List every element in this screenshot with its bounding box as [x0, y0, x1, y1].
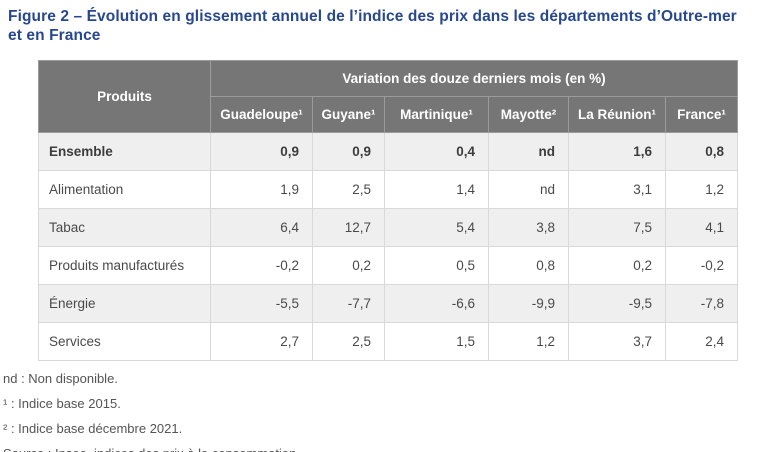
column-header-guadeloupe: Guadeloupe¹ [210, 96, 313, 133]
table-row-ensemble: Ensemble 0,9 0,9 0,4 nd 1,6 0,8 [38, 132, 739, 171]
row-label: Tabac [38, 208, 211, 247]
cell: nd [488, 132, 569, 171]
footnote-base-dec-2021: ² : Indice base décembre 2021. [3, 421, 183, 436]
cell: 0,5 [384, 246, 489, 285]
cell: 4,1 [664, 208, 739, 247]
column-header-martinique: Martinique¹ [384, 96, 489, 133]
price-index-table: Produits Variation des douze derniers mo… [38, 60, 739, 361]
column-header-france: France¹ [664, 96, 739, 133]
table-body: Ensemble 0,9 0,9 0,4 nd 1,6 0,8 Alimenta… [38, 132, 739, 361]
cell: 0,4 [384, 132, 489, 171]
cell: 0,8 [664, 132, 739, 171]
row-label: Produits manufacturés [38, 246, 211, 285]
cell: 5,4 [384, 208, 489, 247]
cell: 1,4 [384, 170, 489, 209]
table-row-alimentation: Alimentation 1,9 2,5 1,4 nd 3,1 1,2 [38, 170, 739, 209]
row-label: Ensemble [38, 132, 211, 171]
cell: 3,7 [568, 322, 666, 361]
cell: 2,5 [312, 322, 385, 361]
table-header: Produits Variation des douze derniers mo… [38, 60, 739, 133]
table-row-services: Services 2,7 2,5 1,5 1,2 3,7 2,4 [38, 322, 739, 361]
cell: 0,9 [312, 132, 385, 171]
cell: 1,9 [210, 170, 313, 209]
row-label: Énergie [38, 284, 211, 323]
cell: 0,2 [568, 246, 666, 285]
cell: 3,8 [488, 208, 569, 247]
cell: 2,4 [664, 322, 739, 361]
cell: 0,2 [312, 246, 385, 285]
footnote-source: Source : Insee, indices des prix à la co… [3, 441, 300, 452]
cell: -0,2 [664, 246, 739, 285]
cell: 1,5 [384, 322, 489, 361]
footnote-nd: nd : Non disponible. [3, 371, 118, 386]
cell: 3,1 [568, 170, 666, 209]
cell: -9,5 [568, 284, 666, 323]
table-row-tabac: Tabac 6,4 12,7 5,4 3,8 7,5 4,1 [38, 208, 739, 247]
cell: 0,8 [488, 246, 569, 285]
cell: -7,7 [312, 284, 385, 323]
column-header-mayotte: Mayotte² [488, 96, 569, 133]
cell: 6,4 [210, 208, 313, 247]
table-row-produits-manufactures: Produits manufacturés -0,2 0,2 0,5 0,8 0… [38, 246, 739, 285]
group-header-variation: Variation des douze derniers mois (en %) [209, 60, 739, 97]
footnotes: nd : Non disponible. ¹ : Indice base 201… [3, 366, 300, 452]
cell: -0,2 [210, 246, 313, 285]
row-label: Alimentation [38, 170, 211, 209]
cell: -9,9 [488, 284, 569, 323]
column-header-guyane: Guyane¹ [312, 96, 385, 133]
row-label: Services [38, 322, 211, 361]
cell: 12,7 [312, 208, 385, 247]
cell: 2,5 [312, 170, 385, 209]
cell: 1,2 [488, 322, 569, 361]
cell: 2,7 [210, 322, 313, 361]
corner-header-produits: Produits [38, 60, 211, 133]
footnote-base-2015: ¹ : Indice base 2015. [3, 396, 121, 411]
cell: 0,9 [210, 132, 313, 171]
cell: 1,6 [568, 132, 666, 171]
cell: -7,8 [664, 284, 739, 323]
table-row-energie: Énergie -5,5 -7,7 -6,6 -9,9 -9,5 -7,8 [38, 284, 739, 323]
cell: -6,6 [384, 284, 489, 323]
cell: 7,5 [568, 208, 666, 247]
figure-title: Figure 2 – Évolution en glissement annue… [8, 8, 737, 44]
cell: -5,5 [210, 284, 313, 323]
cell: nd [488, 170, 569, 209]
cell: 1,2 [664, 170, 739, 209]
column-header-la-reunion: La Réunion¹ [568, 96, 666, 133]
